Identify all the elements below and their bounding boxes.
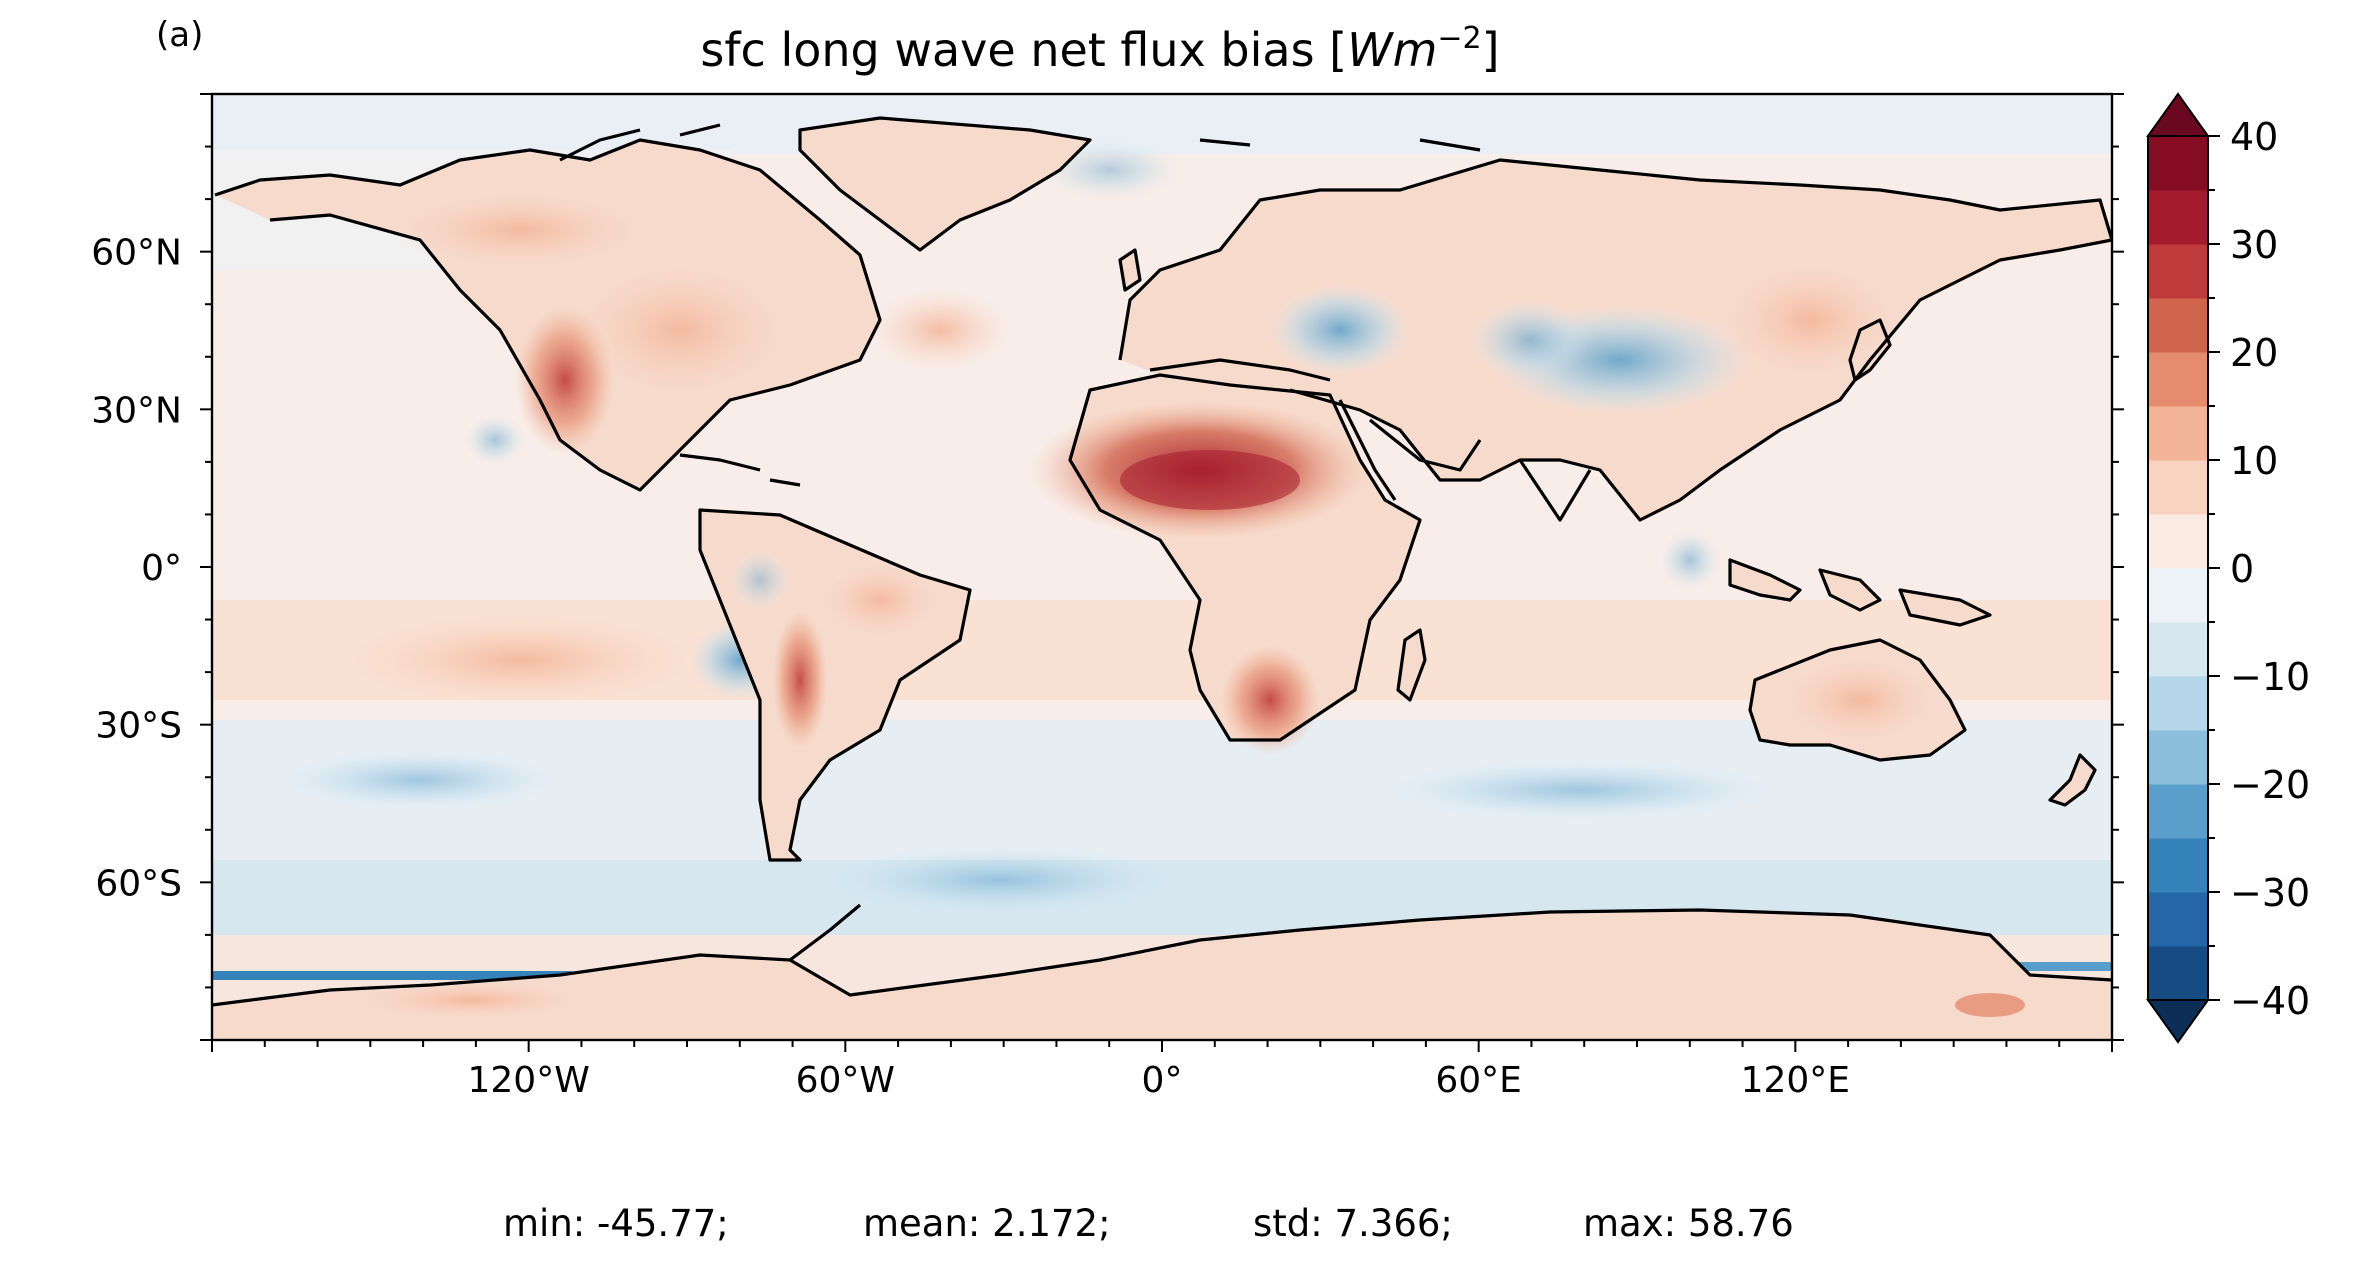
x-tick-label: 120°E [1741,1060,1850,1101]
uk-land [1120,250,1140,290]
greenland-coast [798,116,1092,252]
colorbar-tick-label: −10 [2230,655,2310,699]
andes-red-anomaly [772,610,828,750]
hawaii-blue-patch [465,415,525,465]
colorbar-segment [2148,622,2208,677]
russia-blue-anomaly [1270,285,1410,375]
arctic-band [212,94,2112,154]
colorbar-tick-label: −20 [2230,763,2310,807]
uk-coast [1118,248,1142,292]
colorbar-segment [2148,190,2208,245]
colorbar-tick-label: −40 [2230,979,2310,1023]
colorbar-segment [2148,244,2208,299]
colorbar-segment [2148,352,2208,407]
arabia-coast [1369,418,1482,472]
y-tick-label: 60°N [91,233,182,274]
x-tick-label: 120°W [468,1060,590,1101]
madagascar-coast [1396,628,1427,702]
south-indian-blue-patch [1380,760,1780,820]
north-atlantic-warm-patch [870,290,1010,370]
australia-coast [1748,638,1967,762]
colorbar-over-fill [2148,94,2208,136]
stat-min: min: -45.77; [503,1202,729,1245]
y-tick-label: 30°S [95,706,182,747]
coastlines [212,116,2112,1007]
south-pacific-blue-patch [280,750,560,810]
antarctic-edge-stripe [212,971,572,980]
colorbar-segment [2148,460,2208,515]
colorbar-tick-label: 20 [2230,331,2278,375]
map-panel [212,94,2112,1040]
amazon-blue-anomaly [730,550,790,610]
colorbar-segment [2148,406,2208,461]
colorbar-segment [2148,676,2208,731]
x-tick-label: 0° [1142,1060,1183,1101]
colorbar-tick-label: 0 [2230,547,2254,591]
southern-africa-red-anomaly [1220,645,1320,755]
australia-warm-anomaly [1780,655,1940,745]
colorbar-segments [2148,94,2208,1042]
india-coast [1518,459,1592,522]
stat-mean: mean: 2.172; [863,1202,1111,1245]
summary-stats: min: -45.77; mean: 2.172; std: 7.366; ma… [503,1202,1794,1245]
colorbar-segment [2148,838,2208,893]
colorbar-tick-label: 10 [2230,439,2278,483]
colorbar-tick-label: 40 [2230,115,2278,159]
colorbar-tick-label: 30 [2230,223,2278,267]
indonesia-coast [1728,558,1992,627]
new-zealand-land [2050,755,2095,805]
colorbar-segment [2148,568,2208,623]
x-tick-label: 60°W [796,1060,895,1101]
mediterranean-coast [1149,358,1331,382]
us-great-plains-warm-anomaly [570,260,790,400]
colorbar-segment [2148,784,2208,839]
y-tick-label: 30°N [91,390,182,431]
south-america-coast [698,508,972,862]
colorbar-segment [2148,892,2208,947]
greenland-land [800,118,1090,250]
eurasia-coast [1118,158,2112,522]
antarctic-peninsula-coast [789,903,862,962]
new-zealand-coast [2048,753,2097,807]
sahara-core-anomaly [1120,450,1300,510]
arctic-islands-coast [559,123,1481,162]
colorbar-tick-label: −30 [2230,871,2310,915]
canada-warm-anomaly [390,190,650,270]
ross-sea-blue-patch [820,845,1180,915]
africa-coast [1068,373,1422,742]
y-tick-label: 0° [141,548,182,589]
colorbar-under-fill [2148,1000,2208,1042]
north-america-coast [214,138,882,492]
colorbar: 40 30 20 10 0 −10 −20 −30 −40 [2146,92,2310,1044]
indonesia-land [1730,560,1990,625]
colorbar-segment [2148,136,2208,191]
south-pacific-warm-patch [350,615,690,705]
colorbar-segment [2148,298,2208,353]
east-antarctica-red-anomaly [1955,993,2025,1017]
antarctica-land [212,910,2112,1040]
brazil-warm-anomaly [820,560,940,640]
map-title: sfc long wave net flux bias [Wm−2] [700,21,1499,77]
caribbean-coast [679,453,801,487]
bay-of-bengal-blue-patch [1660,530,1720,590]
stat-max: max: 58.76 [1583,1202,1794,1245]
colorbar-segment [2148,730,2208,785]
map-axis-ticks: 120°W 60°W 0° 60°E 120°E 60°N 30°N 0° 30°S 60°S [91,93,2124,1101]
panel-label: (a) [156,15,203,55]
antarctic-edge-stripe-east [1960,962,2112,971]
stat-std: std: 7.366; [1253,1202,1453,1245]
colorbar-ticks: 40 30 20 10 0 −10 −20 −30 −40 [2208,115,2310,1023]
japan-coast [1848,318,1892,382]
colorbar-segment [2148,514,2208,569]
antarctica-coast [212,908,2112,1007]
red-sea-coast [1338,399,1397,501]
antarctic-peninsula-warm-anomaly [350,980,590,1020]
central-asia-blue-anomaly [1470,300,1590,380]
colorbar-segment [2148,946,2208,1001]
x-tick-label: 60°E [1435,1060,1522,1101]
y-tick-label: 60°S [95,863,182,904]
